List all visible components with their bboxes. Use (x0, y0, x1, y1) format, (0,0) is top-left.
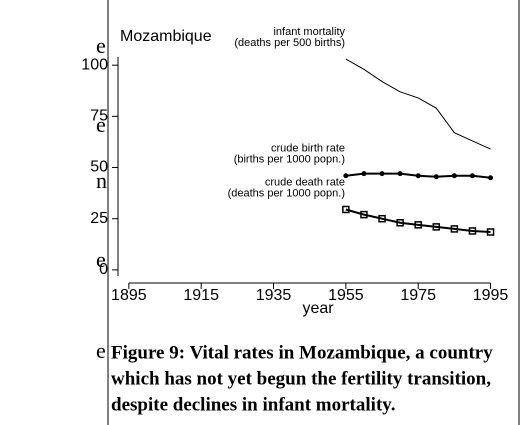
point (343, 173, 349, 179)
point (415, 173, 421, 179)
point (468, 227, 477, 235)
series-line (345, 58, 491, 150)
series-label: crude death rate (265, 176, 345, 188)
caption-line: which has not yet begun the fertility tr… (111, 368, 491, 389)
x-axis-label: year (302, 300, 334, 317)
point (379, 171, 385, 177)
y-tick-label: 100 (81, 56, 108, 73)
point (432, 223, 441, 231)
y-tick-label: 0 (99, 261, 108, 278)
y-tick-label: 25 (90, 210, 108, 227)
point (450, 225, 459, 233)
side-text: e (96, 33, 106, 58)
point (488, 175, 494, 181)
point (378, 214, 386, 223)
caption-line: despite declines in infant mortality. (111, 394, 395, 415)
point (342, 205, 350, 214)
side-text: n (96, 168, 107, 193)
x-tick-label: 1995 (473, 287, 509, 304)
point (397, 171, 403, 177)
series-note: (deaths per 500 births) (234, 37, 345, 49)
x-tick-label: 1895 (111, 287, 147, 304)
side-text: e (96, 338, 106, 363)
point (414, 221, 422, 229)
x-tick-label: 1955 (328, 287, 364, 304)
point (469, 173, 475, 179)
series-label: crude birth rate (271, 143, 345, 155)
chart-title: Mozambique (120, 28, 212, 45)
y-tick-label: 50 (90, 159, 108, 176)
series-label: infant mortality (273, 26, 345, 38)
point (433, 174, 439, 180)
x-tick-label: 1935 (256, 287, 292, 304)
point (451, 173, 457, 179)
point (486, 228, 495, 236)
series-line (345, 208, 491, 233)
side-text: e (96, 247, 106, 272)
caption-line: Figure 9: Vital rates in Mozambique, a c… (111, 342, 493, 363)
point (361, 171, 367, 177)
point (360, 210, 368, 219)
x-tick-label: 1975 (400, 287, 436, 304)
series-note: (births per 1000 popn.) (234, 154, 345, 166)
x-tick-label: 1915 (183, 287, 219, 304)
y-tick-label: 75 (90, 108, 108, 125)
side-text: e (96, 112, 106, 137)
point (396, 219, 404, 227)
series-note: (deaths per 1000 popn.) (228, 187, 345, 199)
